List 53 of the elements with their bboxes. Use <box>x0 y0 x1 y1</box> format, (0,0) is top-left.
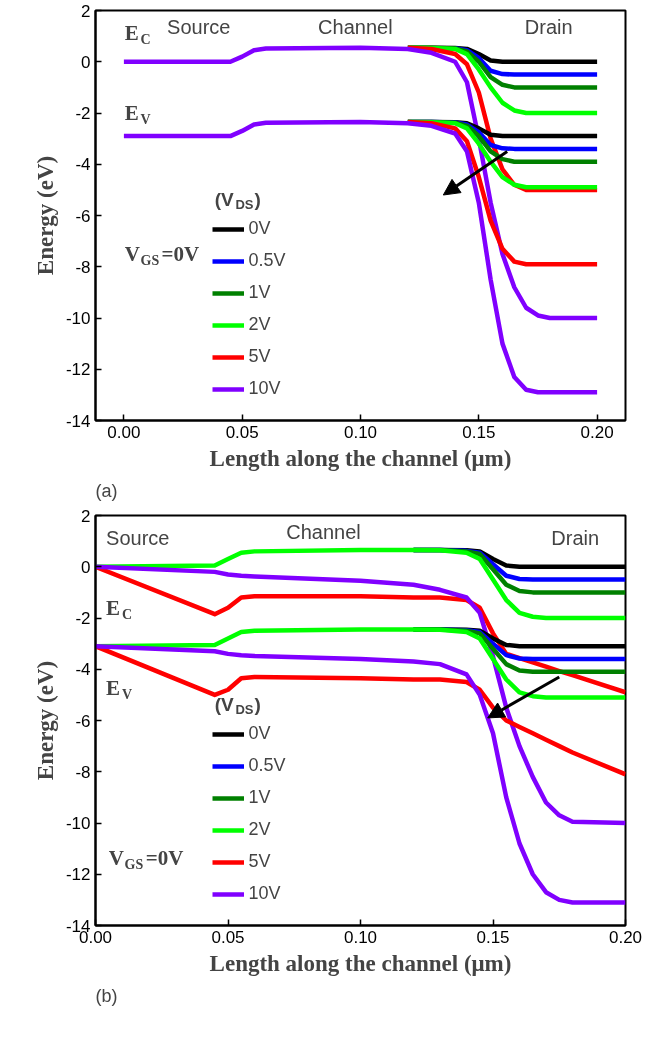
line-series <box>95 643 626 905</box>
legend-label: 1V <box>248 281 271 305</box>
x-tick-label: 0.10 <box>343 927 378 947</box>
legend-label: 0V <box>248 722 271 746</box>
y-tick-label: 0 <box>81 557 91 577</box>
legend-label: 1V <box>248 786 271 810</box>
y-tick-label: -2 <box>75 609 91 628</box>
legend-label: 0V <box>248 217 271 241</box>
y-tick-label: -6 <box>75 711 91 731</box>
x-tick-label: 0.20 <box>580 422 614 442</box>
y-tick-label: -8 <box>75 762 91 782</box>
annotation: Source <box>167 15 231 38</box>
x-axis-title: Length along the channel (μm) <box>209 445 512 471</box>
legend-label: 10V <box>248 377 281 401</box>
text: (b) <box>95 985 118 1006</box>
legend-label: 2V <box>248 313 271 337</box>
y-tick-label: 2 <box>81 1 91 21</box>
annotation: Channel <box>286 520 361 543</box>
x-tick-label: 0.10 <box>343 422 378 442</box>
legend-label: 5V <box>248 345 271 369</box>
y-tick-label: -4 <box>75 155 91 175</box>
y-tick-label: -10 <box>65 814 91 833</box>
x-tick-label: 0.05 <box>211 927 245 947</box>
annotation: Drain <box>524 15 573 38</box>
y-tick-label: -10 <box>65 309 91 328</box>
y-tick-label: 2 <box>81 506 91 526</box>
y-tick-label: -4 <box>75 660 91 680</box>
y-tick-label: -6 <box>75 206 91 226</box>
y-tick-label: -2 <box>75 104 91 123</box>
y-axis-title: Energy (eV) <box>32 155 58 276</box>
annotation: Channel <box>318 15 393 38</box>
legend-label: 0.5V <box>248 754 286 778</box>
x-tick-label: 0.20 <box>608 927 643 947</box>
y-axis-title: Energy (eV) <box>32 660 58 781</box>
legend-label: 5V <box>248 850 271 874</box>
y-tick-label: -8 <box>75 257 91 277</box>
line-series <box>405 119 600 267</box>
x-tick-label: 0.05 <box>225 422 259 442</box>
legend-label: 0.5V <box>248 249 286 273</box>
legend-label: 10V <box>248 882 281 906</box>
annotation: Source <box>106 527 170 550</box>
annotation: Drain <box>551 527 600 550</box>
y-tick-label: 0 <box>81 52 91 72</box>
x-tick-label: 0.00 <box>107 422 141 442</box>
text: (a) <box>95 480 118 501</box>
y-tick-label: -12 <box>65 360 91 380</box>
line-series <box>95 547 626 621</box>
y-tick-label: -14 <box>65 411 91 431</box>
x-axis-title: Length along the channel (μm) <box>209 950 512 976</box>
legend-label: 2V <box>248 818 271 842</box>
x-tick-label: 0.15 <box>476 927 510 947</box>
y-tick-label: -12 <box>65 865 91 885</box>
x-tick-label: 0.15 <box>462 422 496 442</box>
